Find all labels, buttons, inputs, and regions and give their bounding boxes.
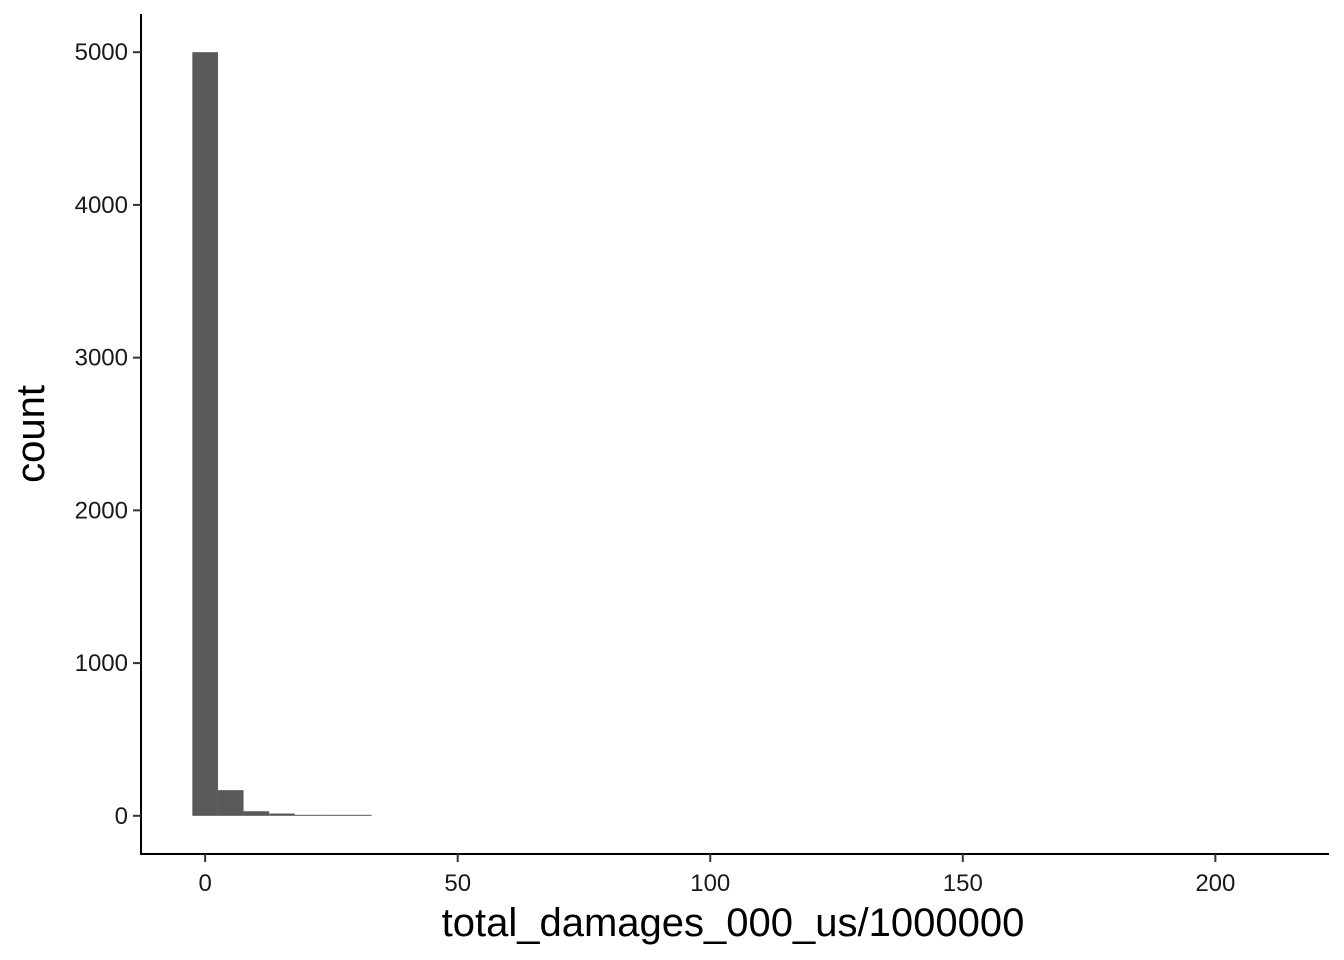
y-axis-title: count — [9, 385, 53, 483]
y-tick-label: 2000 — [75, 497, 128, 524]
bars-layer — [192, 52, 372, 816]
y-tick-label: 5000 — [75, 39, 128, 66]
x-tick-label: 100 — [690, 870, 730, 897]
histogram-bar-2 — [243, 811, 270, 816]
x-tick-label: 150 — [943, 870, 983, 897]
y-tick-label: 3000 — [75, 345, 128, 372]
histogram-bar-0 — [192, 52, 218, 816]
x-axis-title: total_damages_000_us/1000000 — [442, 901, 1025, 945]
histogram-bar-4 — [294, 814, 321, 816]
histogram-bar-3 — [269, 813, 295, 816]
x-tick-label: 0 — [198, 870, 211, 897]
histogram-bar-5 — [320, 814, 346, 816]
y-axis-ticks: 0 1000 2000 3000 4000 5000 — [75, 39, 141, 830]
x-tick-label: 200 — [1195, 870, 1235, 897]
x-axis-ticks: 0 50 100 150 200 — [198, 854, 1235, 897]
histogram-bar-1 — [217, 790, 244, 816]
y-tick-label: 1000 — [75, 650, 128, 677]
histogram-bar-6 — [346, 814, 372, 816]
y-tick-label: 0 — [115, 803, 128, 830]
x-tick-label: 50 — [444, 870, 471, 897]
y-tick-label: 4000 — [75, 192, 128, 219]
